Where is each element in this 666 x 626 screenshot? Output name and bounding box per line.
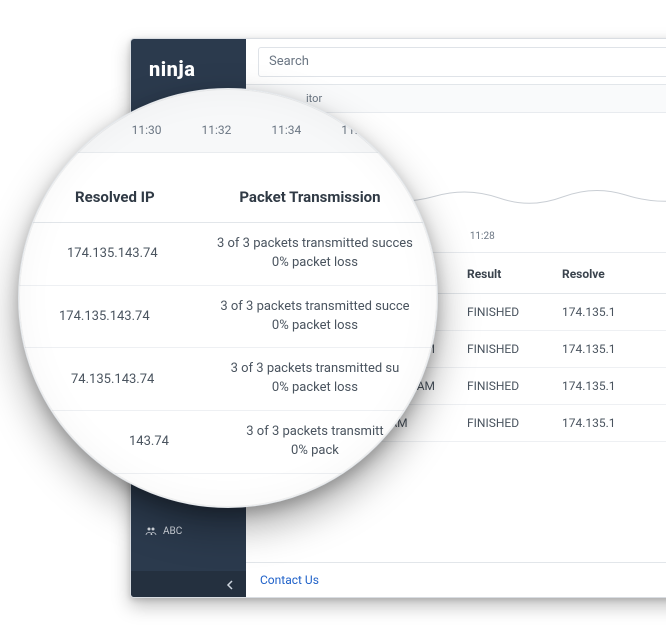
lens-table: Resolved IP Packet Transmission 174.135.… [19, 153, 437, 507]
lens-ip: 174.135.143.74 [19, 246, 203, 261]
lens-packet: 3 of 3 packets transmitted succes0% pack… [203, 235, 437, 273]
topbar: Search [246, 39, 666, 85]
lens-row[interactable]: 74.135.143.74 3 of 3 packets transmitted… [19, 348, 437, 411]
cell-result: FINISHED [451, 331, 546, 368]
cell-result: FINISHED [451, 368, 546, 405]
magnifier-lens: 8 11:30 11:32 11:34 11:36 Resolved IP Pa… [18, 88, 438, 508]
lens-packet: 3 of 3 packets transmitt0% pack [203, 423, 437, 461]
lens-col-resolved[interactable]: Resolved IP [19, 188, 203, 206]
lens-ip: 174.135.143.74 [19, 309, 203, 324]
lens-header-row: Resolved IP Packet Transmission [19, 153, 437, 223]
lens-ticks: 8 11:30 11:32 11:34 11:36 [19, 123, 437, 137]
contact-link[interactable]: Contact Us [260, 573, 319, 587]
chart-tick: 11:28 [470, 231, 495, 242]
lens-ip: 74.135.143.74 [19, 372, 203, 387]
lens-tick: 11:36 [341, 123, 371, 137]
cell-result: FINISHED [451, 294, 546, 331]
chevron-left-icon [226, 575, 236, 594]
sidebar-collapse-button[interactable] [131, 571, 246, 597]
lens-packet: 3 of 3 packets transmitted succe0% packe… [203, 298, 437, 336]
lens-packet: 3 of 3 packets transmitted su0% packet l… [203, 360, 437, 398]
cell-resolved: 174.135.1 [546, 368, 666, 405]
lens-chart-head: 8 11:30 11:32 11:34 11:36 [19, 89, 437, 153]
brand-logo: ninja [131, 39, 246, 81]
cell-resolved: 174.135.1 [546, 331, 666, 368]
lens-row[interactable]: 174.135.143.74 3 of 3 packets transmitte… [19, 286, 437, 349]
footer: Contact Us [246, 562, 666, 597]
lens-tick: 8 [85, 123, 92, 137]
col-result-header[interactable]: Result [451, 253, 546, 294]
cell-resolved: 174.135.1 [546, 294, 666, 331]
lens-tick: 11:34 [271, 123, 301, 137]
cell-resolved: 174.135.1 [546, 405, 666, 442]
users-icon [145, 525, 157, 537]
search-placeholder: Search [269, 54, 309, 69]
search-input[interactable]: Search [258, 47, 666, 77]
sidebar-item-label: ABC [163, 526, 182, 537]
lens-row[interactable]: 174.135.143.74 3 of 3 packets transmitte… [19, 223, 437, 286]
cell-result: FINISHED [451, 405, 546, 442]
lens-tick: 11:32 [201, 123, 231, 137]
sidebar-item-abc[interactable]: ABC [145, 525, 182, 537]
lens-row[interactable]: 143.74 3 of 3 packets transmitt0% pack [19, 411, 437, 474]
col-resolved-header[interactable]: Resolve [546, 253, 666, 294]
lens-ip: 143.74 [19, 434, 203, 449]
lens-col-packet[interactable]: Packet Transmission [203, 188, 437, 206]
lens-tick: 11:30 [132, 123, 162, 137]
